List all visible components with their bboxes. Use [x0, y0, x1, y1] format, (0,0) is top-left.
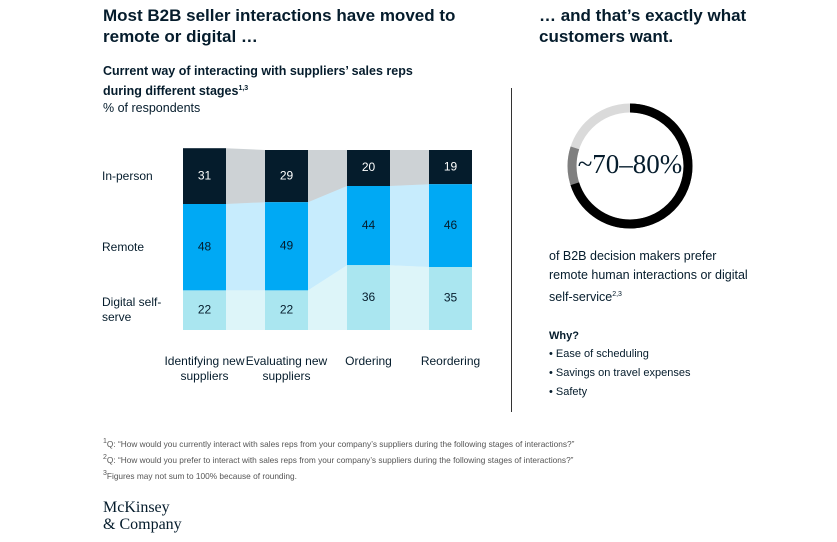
- value-label: 46: [444, 218, 458, 232]
- chart-subtitle: Current way of interacting with supplier…: [103, 62, 443, 100]
- x-tick-label: Ordering: [345, 354, 392, 368]
- headline-right: … and that’s exactly what customers want…: [539, 6, 747, 46]
- bar-segment: [183, 290, 226, 330]
- connector: [226, 148, 265, 204]
- connector: [226, 290, 265, 330]
- logo: McKinsey & Company: [103, 499, 182, 533]
- footnote-text: Figures may not sum to 100% because of r…: [106, 470, 297, 481]
- bar-segment: [347, 186, 390, 266]
- bullet: • Safety: [549, 386, 588, 398]
- footnote: 2Q: “How would you prefer to interact wi…: [103, 451, 723, 467]
- subtitle-note: 1,3: [238, 85, 249, 92]
- logo-line: McKinsey: [103, 499, 170, 516]
- bullet: • Savings on travel expenses: [549, 367, 691, 379]
- footnote: 3Figures may not sum to 100% because of …: [103, 467, 723, 483]
- headline-left: Most B2B seller interactions have moved …: [103, 6, 456, 46]
- bullet-list: • Ease of scheduling • Savings on travel…: [549, 345, 690, 402]
- connector: [226, 202, 265, 291]
- footnote-mark: 3: [103, 469, 107, 477]
- bar-segment: [265, 290, 308, 330]
- x-tick-label: Evaluating new suppliers: [245, 354, 328, 383]
- connector: [308, 265, 347, 330]
- footnote: 1Q: “How would you currently interact wi…: [103, 435, 723, 451]
- divider: [511, 88, 512, 412]
- footnote-text: Q: “How would you prefer to interact wit…: [106, 454, 574, 465]
- legend-label: Digital self-serve: [102, 295, 162, 325]
- bar-segment: [265, 150, 308, 203]
- connector: [390, 265, 429, 330]
- connector: [308, 186, 347, 291]
- callout-text: of B2B decision makers prefer remote hum…: [549, 247, 749, 307]
- callout-note: 2,3: [612, 291, 622, 298]
- footnotes: 1Q: “How would you currently interact wi…: [103, 435, 723, 482]
- connector: [308, 150, 347, 203]
- why-title: Why?: [549, 330, 579, 342]
- ring-main: [567, 103, 693, 229]
- value-label: 22: [280, 302, 294, 316]
- bar-segment: [347, 265, 390, 330]
- value-label: 49: [280, 238, 294, 252]
- unit: % of respondents: [103, 101, 201, 115]
- bar-segment: [183, 204, 226, 291]
- bar-segment: [429, 267, 472, 330]
- value-label: 20: [362, 160, 376, 174]
- bullet: • Ease of scheduling: [549, 348, 649, 360]
- bar-segment: [347, 150, 390, 186]
- value-label: 48: [198, 239, 212, 253]
- value-label: 44: [362, 218, 376, 232]
- callout-desc: of B2B decision makers prefer remote hum…: [549, 249, 748, 305]
- bullet-text: Safety: [555, 386, 588, 398]
- bar-segment: [183, 148, 226, 204]
- footnote-text: Q: “How would you currently interact wit…: [106, 438, 575, 449]
- value-label: 29: [280, 168, 294, 182]
- legend-label: Remote: [102, 239, 145, 254]
- connector: [390, 184, 429, 267]
- value-label: 31: [198, 168, 212, 182]
- x-tick-label: Reordering: [420, 354, 481, 368]
- bar-segment: [429, 184, 472, 267]
- donut: [567, 103, 693, 229]
- value-label: 19: [444, 159, 458, 173]
- bullet-text: Ease of scheduling: [555, 348, 649, 360]
- bar-segment: [429, 150, 472, 185]
- value-label: 22: [198, 302, 212, 316]
- logo-line: & Company: [103, 516, 182, 533]
- value-label: 35: [444, 291, 458, 305]
- bullet-text: Savings on travel expenses: [555, 367, 691, 379]
- value-label: 36: [362, 290, 376, 304]
- x-tick-label: Identifying new suppliers: [164, 354, 245, 383]
- callout-value: ~70–80%: [577, 149, 683, 179]
- footnote-mark: 2: [103, 453, 107, 461]
- legend-label: In-person: [102, 168, 153, 183]
- footnote-mark: 1: [103, 438, 107, 445]
- subtitle-text: Current way of interacting with supplier…: [103, 64, 413, 99]
- connector: [390, 150, 429, 186]
- bar-segment: [265, 202, 308, 291]
